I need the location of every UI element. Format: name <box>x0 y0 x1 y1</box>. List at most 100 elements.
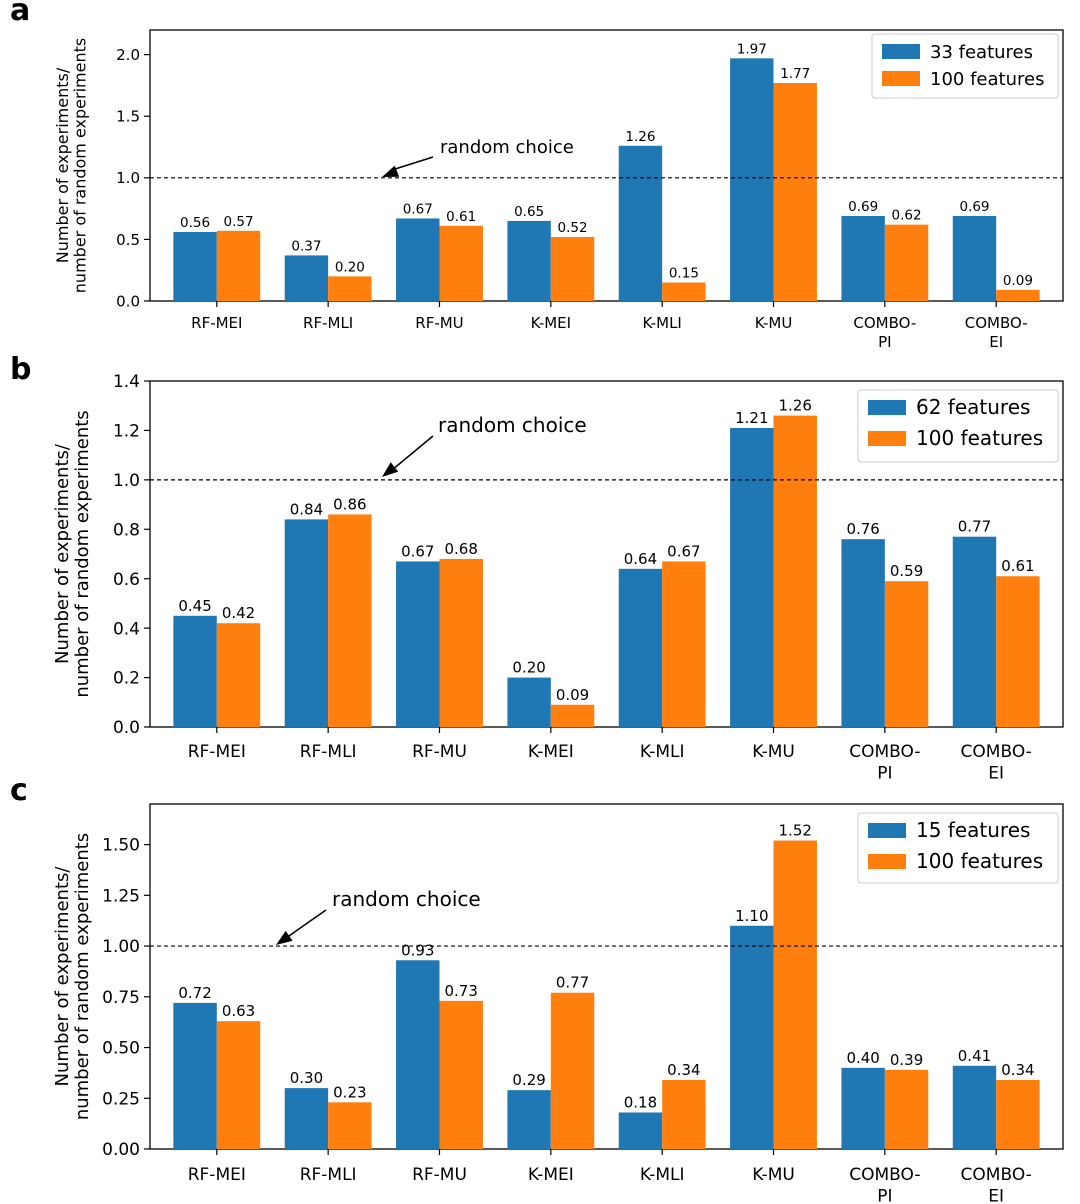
bar-value-label: 0.45 <box>178 597 211 615</box>
bar-value-label: 1.10 <box>735 907 768 925</box>
legend-swatch-0 <box>882 44 920 59</box>
bar-33-features-1 <box>284 255 329 301</box>
bar-value-label: 0.59 <box>890 562 923 580</box>
legend-box <box>857 389 1059 463</box>
y-tick-label: 0.5 <box>116 231 140 249</box>
x-tick-label-line: COMBO- <box>965 314 1028 332</box>
bar-33-features-5 <box>730 58 774 301</box>
x-tick-label: RF-MU <box>415 314 463 332</box>
bar-value-label: 0.41 <box>958 1047 991 1065</box>
bar-value-label: 1.52 <box>779 822 812 840</box>
bar-value-label: 0.57 <box>223 214 253 230</box>
x-tick-label-line: PI <box>877 763 892 783</box>
bar-15-features-7 <box>952 1065 997 1149</box>
annotation-arrow-shaft <box>285 909 327 939</box>
y-tick-label: 0.00 <box>102 1140 140 1160</box>
x-tick-label: K-MEI <box>528 1165 574 1185</box>
x-tick-label: COMBO-EI <box>965 314 1028 351</box>
bar-value-label: 1.77 <box>780 66 810 82</box>
bar-15-features-4 <box>618 1112 663 1149</box>
x-tick-label: COMBO-PI <box>849 742 920 783</box>
panel-letter: c <box>10 773 28 808</box>
bar-100-features-1 <box>328 1102 372 1149</box>
x-tick-label-line: K-MEI <box>531 314 572 332</box>
bar-value-label: 0.73 <box>444 982 477 1000</box>
bar-value-label: 1.26 <box>779 397 812 415</box>
y-axis-label-line: Number of experiments/ <box>52 866 73 1087</box>
y-tick-label: 1.00 <box>102 937 140 957</box>
annotation-arrow-shaft <box>391 435 434 471</box>
legend-label-1: 100 features <box>916 849 1043 873</box>
bar-value-label: 0.30 <box>290 1069 323 1087</box>
bar-15-features-0 <box>173 1002 217 1149</box>
x-tick-label: COMBO-EI <box>961 742 1032 783</box>
bar-value-label: 0.39 <box>890 1051 923 1069</box>
panel-b: b 0.0 0.2 0.4 0.6 0.8 1.0 1.2 1.4 Number of exper… <box>10 352 1064 783</box>
y-tick-label: 0.75 <box>102 988 140 1008</box>
x-tick-label: K-MEI <box>531 314 572 332</box>
bar-value-label: 0.62 <box>892 208 922 224</box>
y-tick-label: 1.50 <box>102 836 140 856</box>
panel-a: a 0.0 0.5 1.0 1.5 2.0 Number of experiments/nu… <box>10 0 1064 351</box>
bar-100-features-5 <box>773 840 817 1149</box>
bar-100-features-2 <box>439 558 483 727</box>
x-tick-label: K-MLI <box>640 742 685 762</box>
annotation-arrow-head <box>382 462 399 477</box>
bar-15-features-6 <box>841 1067 885 1149</box>
x-tick-label: RF-MU <box>412 742 467 762</box>
x-tick-label: RF-MEI <box>188 742 246 762</box>
bar-62-features-6 <box>841 539 885 727</box>
bar-33-features-4 <box>618 145 663 301</box>
bar-value-label: 0.65 <box>514 204 544 220</box>
legend-swatch-0 <box>868 823 906 838</box>
bar-33-features-0 <box>173 232 217 301</box>
axes-frame <box>149 29 1064 302</box>
bar-value-label: 0.52 <box>558 220 588 236</box>
y-tick-label: 1.25 <box>102 886 140 906</box>
x-tick-label-line: K-MU <box>755 314 793 332</box>
x-tick-label-line: RF-MLI <box>300 742 357 762</box>
x-tick-label-line: K-MLI <box>640 742 685 762</box>
bar-62-features-4 <box>618 568 663 727</box>
bar-value-label: 0.23 <box>333 1083 366 1101</box>
bar-100-features-0 <box>216 1021 261 1149</box>
bar-100-features-5 <box>773 415 817 727</box>
y-axis-label-line: number of random experiments <box>71 38 90 293</box>
x-tick-label-line: K-MLI <box>640 1165 685 1185</box>
bar-100-features-4 <box>662 1080 706 1149</box>
x-tick-label-line: RF-MEI <box>188 742 246 762</box>
x-tick-label: K-MU <box>752 1165 795 1185</box>
x-tick-label-line: RF-MU <box>412 742 467 762</box>
bar-62-features-7 <box>952 536 997 727</box>
x-tick-label: COMBO-PI <box>853 314 916 351</box>
bar-100-features-5 <box>773 82 817 301</box>
y-axis-label-line: number of random experiments <box>72 410 93 697</box>
bar-value-label: 0.67 <box>403 201 433 217</box>
bar-100-features-4 <box>662 561 706 727</box>
bar-value-label: 0.61 <box>446 209 476 225</box>
bar-value-label: 0.61 <box>1001 557 1034 575</box>
y-tick-label: 0.4 <box>113 619 140 639</box>
x-tick-label-line: K-MEI <box>528 742 574 762</box>
x-tick-label: K-MLI <box>640 1165 685 1185</box>
bar-value-label: 0.20 <box>512 659 545 677</box>
x-tick-label: COMBO-PI <box>849 1165 920 1204</box>
bar-100-features-6 <box>884 581 929 727</box>
x-tick-label-line: RF-MLI <box>303 314 353 332</box>
y-axis-label: Number of experiments/number of random e… <box>53 38 90 293</box>
x-tick-label: RF-MEI <box>191 314 242 332</box>
x-tick-label-line: PI <box>878 333 891 351</box>
bar-value-label: 1.26 <box>625 129 655 145</box>
bar-62-features-2 <box>396 561 440 727</box>
x-tick-label: K-MEI <box>528 742 574 762</box>
bar-value-label: 1.97 <box>737 41 767 57</box>
bar-value-label: 0.72 <box>178 984 211 1002</box>
bar-100-features-0 <box>216 230 261 301</box>
y-tick-label: 1.4 <box>113 372 140 392</box>
bar-value-label: 0.37 <box>291 238 321 254</box>
panel-c: c 0.00 0.25 0.50 0.75 1.00 1.25 1.50 Number of e… <box>10 773 1064 1204</box>
bar-value-label: 0.84 <box>290 500 323 518</box>
x-tick-label-line: COMBO- <box>849 742 920 762</box>
bar-62-features-3 <box>507 677 551 727</box>
